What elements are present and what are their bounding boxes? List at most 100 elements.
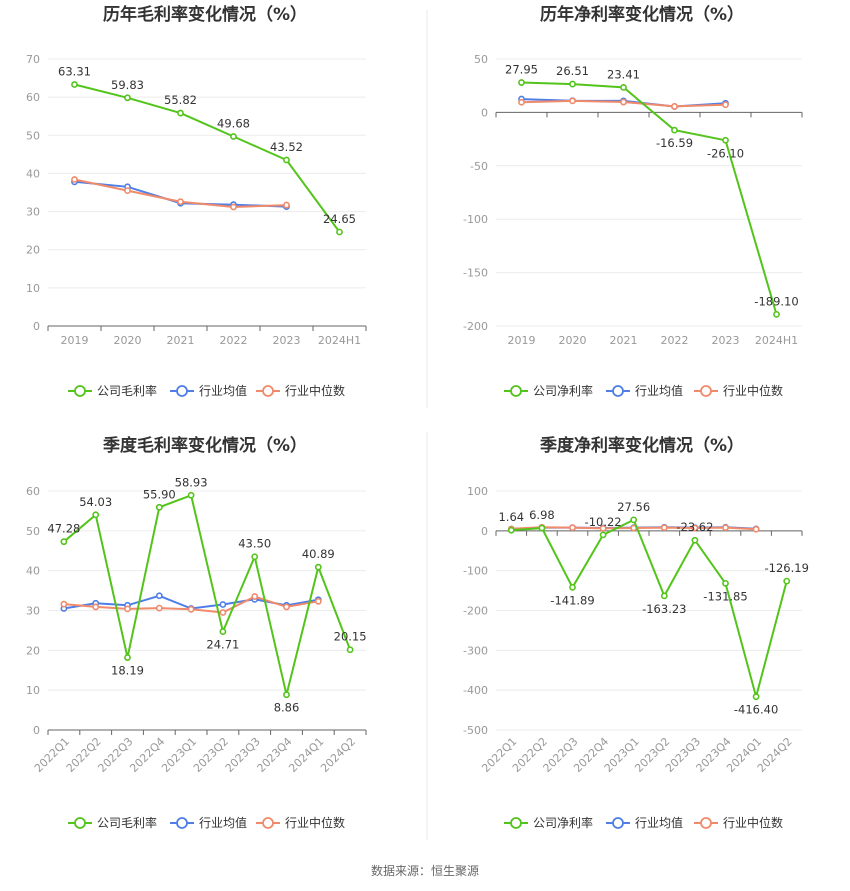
data-point — [722, 579, 729, 587]
x-tick-label: 2022 — [220, 334, 248, 347]
y-tick-label: 60 — [26, 91, 40, 104]
legend-label: 行业中位数 — [723, 815, 783, 830]
x-tick-label: 2022 — [661, 334, 689, 347]
legend-marker-icon — [612, 385, 624, 397]
data-point — [177, 109, 184, 117]
data-label: 27.56 — [617, 500, 650, 514]
data-label: 24.65 — [323, 212, 356, 226]
legend-item-industry-median[interactable]: 行业中位数 — [694, 815, 783, 830]
y-tick-label: -400 — [463, 684, 488, 697]
data-point — [518, 98, 525, 106]
data-point — [219, 609, 227, 616]
data-point — [518, 79, 525, 86]
data-label: 26.51 — [556, 64, 589, 78]
data-point — [599, 525, 607, 532]
y-tick-label: 100 — [467, 485, 488, 498]
legend-item-company[interactable]: 公司毛利率 — [68, 815, 157, 830]
legend-item-industry-mean[interactable]: 行业均值 — [606, 815, 683, 830]
data-point — [230, 133, 237, 140]
data-label: 55.90 — [143, 487, 176, 501]
legend-label: 公司净利率 — [533, 815, 593, 830]
data-point — [155, 503, 163, 511]
y-tick-label: 60 — [26, 485, 40, 498]
legend-item-industry-mean[interactable]: 行业均值 — [170, 383, 247, 398]
chart-4: 季度净利率变化情况（%）-500-400-300-200-10001002022… — [463, 435, 809, 830]
legend-marker-icon — [74, 385, 86, 397]
x-tick-label: 2019 — [61, 334, 89, 347]
data-point — [599, 531, 607, 539]
legend-marker-icon — [700, 385, 712, 397]
y-tick-label: -100 — [463, 565, 488, 578]
data-label: 18.19 — [111, 664, 144, 678]
y-tick-label: 10 — [26, 684, 40, 697]
legend-item-industry-median[interactable]: 行业中位数 — [256, 383, 345, 398]
chart-2: 历年净利率变化情况（%） -200 -150 -100 -50 0 50 2019 2020 20… — [463, 4, 803, 398]
data-point — [752, 693, 760, 701]
data-source-note: 数据来源：恒生聚源 — [370, 864, 479, 878]
y-tick-label: 30 — [26, 206, 40, 219]
data-label: -189.10 — [754, 294, 798, 308]
y-tick-label: 0 — [481, 525, 488, 538]
legend-marker-icon — [612, 817, 624, 829]
legend-item-industry-median[interactable]: 行业中位数 — [256, 815, 345, 830]
data-label: 49.68 — [217, 117, 250, 131]
x-tick-label: 2024H1 — [318, 334, 361, 347]
legend-item-company[interactable]: 公司净利率 — [504, 383, 593, 398]
data-label: 43.52 — [270, 140, 303, 154]
data-label: 43.50 — [238, 537, 271, 551]
legend-marker-icon — [176, 817, 188, 829]
legend-marker-icon — [74, 817, 86, 829]
series-line-company — [74, 83, 341, 233]
data-point — [230, 203, 237, 211]
data-point — [336, 228, 343, 236]
data-label: -10.22 — [585, 515, 622, 529]
data-point — [187, 605, 195, 613]
data-point — [507, 526, 515, 534]
data-label: 54.03 — [79, 495, 112, 509]
legend-item-company[interactable]: 公司毛利率 — [68, 383, 157, 398]
data-point — [314, 597, 322, 605]
data-label: -131.85 — [703, 589, 747, 603]
data-point — [620, 83, 627, 91]
legend-marker-icon — [262, 385, 274, 397]
legend-marker-icon — [700, 817, 712, 829]
data-point — [155, 592, 163, 600]
data-point — [620, 98, 627, 106]
data-point — [569, 583, 576, 591]
data-point — [71, 176, 78, 183]
data-point — [92, 603, 100, 611]
data-label: -126.19 — [765, 561, 809, 575]
data-point — [155, 604, 163, 612]
x-tick-label: 2021 — [167, 334, 195, 347]
x-tick-label: 2024H1 — [755, 334, 798, 347]
y-tick-label: -100 — [463, 213, 488, 226]
series-line-company — [63, 493, 352, 695]
y-tick-label: 40 — [26, 167, 40, 180]
chart-3: 季度毛利率变化情况（%）01020304050602022Q12022Q2202… — [26, 435, 367, 830]
data-point — [283, 201, 290, 209]
y-tick-label: -50 — [470, 160, 488, 173]
legend-item-industry-mean[interactable]: 行业均值 — [606, 383, 683, 398]
data-label: 1.64 — [498, 510, 524, 524]
y-tick-label: 50 — [26, 525, 40, 538]
data-label: 58.93 — [175, 475, 208, 489]
data-point — [60, 538, 68, 546]
legend-marker-icon — [510, 385, 522, 397]
x-tick-label: 2021 — [610, 334, 638, 347]
y-tick-label: 0 — [33, 724, 40, 737]
data-point — [187, 491, 195, 499]
data-point — [691, 524, 699, 532]
data-label: 8.86 — [274, 701, 300, 715]
legend-item-company[interactable]: 公司净利率 — [504, 815, 593, 830]
legend-label: 行业中位数 — [285, 383, 345, 398]
legend-item-industry-median[interactable]: 行业中位数 — [694, 383, 783, 398]
data-label: -23.62 — [676, 520, 713, 534]
y-tick-label: 20 — [26, 644, 40, 657]
data-label: 6.98 — [529, 508, 555, 522]
data-point — [92, 511, 100, 519]
data-point — [283, 156, 290, 164]
data-point — [630, 516, 638, 524]
y-tick-label: 20 — [26, 244, 40, 257]
legend-item-industry-mean[interactable]: 行业均值 — [170, 815, 247, 830]
